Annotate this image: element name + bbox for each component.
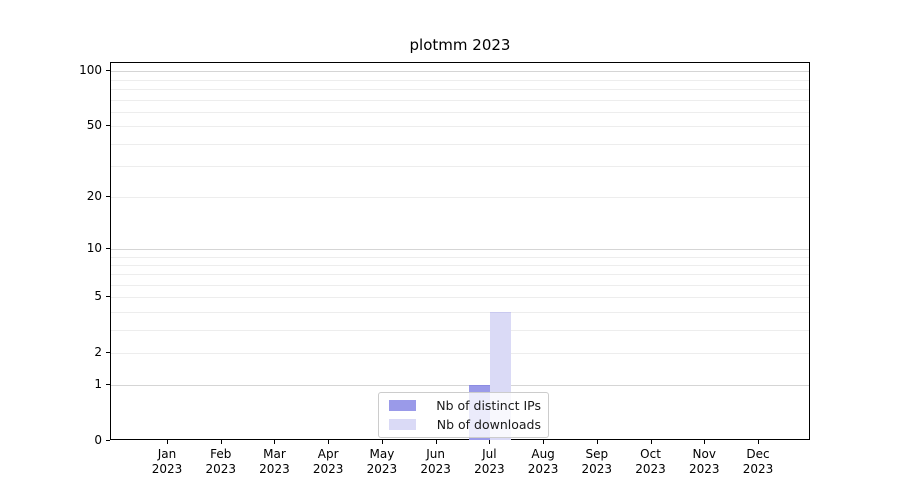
x-axis-tick-label: Jul 2023 (474, 447, 505, 476)
x-axis-tick-label: Apr 2023 (312, 447, 344, 476)
y-gridline-minor (111, 99, 809, 101)
y-axis-tick-label: 10 (86, 240, 102, 255)
x-axis-tick-label: Jun 2023 (420, 447, 451, 476)
y-axis-tick-label: 100 (79, 63, 102, 78)
y-axis-tick (106, 296, 110, 298)
y-gridline-minor (111, 329, 809, 331)
x-axis-tick-label: Aug 2023 (527, 447, 559, 476)
y-axis-tick (106, 351, 110, 353)
y-gridline-minor (111, 264, 809, 266)
x-axis-tick (758, 440, 759, 444)
x-axis-tick (650, 440, 652, 444)
y-gridline-minor (111, 143, 809, 145)
x-axis-tick-label: May 2023 (366, 447, 398, 476)
y-gridline-minor (111, 256, 809, 258)
x-axis-tick (489, 440, 491, 444)
y-axis-tick-label: 0 (94, 433, 102, 447)
x-axis-tick (704, 440, 706, 444)
x-axis-tick-label: Sep 2023 (581, 447, 613, 476)
y-gridline-minor (111, 197, 809, 199)
y-axis-tick (106, 440, 110, 441)
x-axis-tick (435, 440, 437, 444)
x-axis-tick-label: Jan 2023 (151, 447, 183, 476)
y-gridline-minor (111, 88, 809, 90)
y-gridline-minor (111, 165, 809, 167)
legend-item-distinct-ips: Nb of distinct IPs (386, 398, 541, 414)
legend-label-distinct-ips: Nb of distinct IPs (436, 397, 541, 413)
x-axis-tick (381, 440, 383, 444)
chart-title: plotmm 2023 (409, 36, 511, 54)
x-axis-tick (328, 440, 330, 444)
y-axis-tick-label: 1 (94, 377, 102, 392)
x-axis-tick-label: Feb 2023 (205, 447, 236, 476)
y-gridline-major (111, 71, 809, 73)
y-axis-tick-label: 2 (94, 344, 102, 359)
y-axis-tick (106, 70, 110, 72)
y-axis-tick (106, 384, 110, 386)
x-axis-tick (274, 440, 276, 444)
y-axis-tick (106, 125, 110, 127)
x-axis-tick (543, 440, 545, 444)
y-axis-tick (106, 247, 110, 249)
x-axis-tick (220, 440, 222, 444)
y-gridline-minor (111, 297, 809, 299)
legend-label-downloads: Nb of downloads (436, 416, 541, 432)
x-axis-tick-label: Nov 2023 (688, 447, 720, 476)
y-axis-tick-label: 5 (94, 289, 102, 304)
y-gridline-minor (111, 285, 809, 287)
y-gridline-minor (111, 312, 809, 314)
y-gridline-minor (111, 274, 809, 276)
y-gridline-major (111, 385, 809, 387)
y-gridline-minor (111, 352, 809, 354)
y-gridline-minor (111, 111, 809, 113)
x-axis-tick (167, 440, 168, 444)
y-axis-tick-label: 50 (86, 118, 102, 133)
x-axis-tick-label: Oct 2023 (635, 447, 666, 476)
plot-area (110, 62, 810, 440)
y-axis-tick (106, 196, 110, 198)
y-axis-tick-label: 20 (86, 189, 102, 204)
y-gridline-minor (111, 79, 809, 81)
legend-swatch-distinct-ips (389, 400, 416, 411)
x-axis-tick (596, 440, 598, 444)
y-gridline-major (111, 248, 809, 250)
y-gridline-minor (111, 126, 809, 128)
legend: Nb of distinct IPs Nb of downloads (378, 392, 549, 438)
legend-swatch-downloads (389, 419, 416, 430)
legend-item-downloads: Nb of downloads (386, 417, 541, 433)
x-axis-tick-label: Mar 2023 (259, 447, 290, 476)
x-axis-tick-label: Dec 2023 (742, 447, 774, 476)
